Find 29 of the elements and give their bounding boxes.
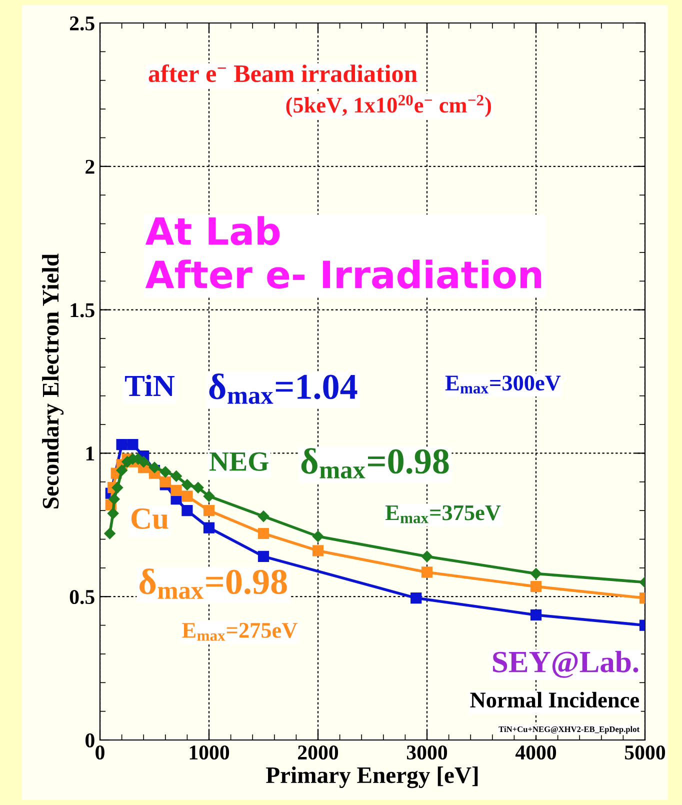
y-tick-label: 0.5 bbox=[70, 590, 94, 604]
annotation: E$_{max}$=275eV bbox=[182, 622, 298, 641]
y-tick-label: 1.5 bbox=[70, 303, 94, 318]
annotation: TiN+Cu+NEG@XHV2-EB_EpDep.plot bbox=[498, 726, 640, 734]
x-tick-label: 3000 bbox=[406, 745, 448, 760]
x-tick-label: 4000 bbox=[515, 745, 556, 760]
annotation: E$_{max}$=375eV bbox=[385, 505, 501, 524]
series-label: NEG bbox=[210, 452, 268, 471]
annotation: δ$_{max}$=1.04 bbox=[209, 374, 358, 404]
annotation: δ$_{max}$=0.98 bbox=[139, 568, 287, 599]
x-axis-title: Primary Energy [eV] bbox=[266, 766, 478, 788]
x-tick-label: 2000 bbox=[298, 745, 338, 760]
annotation: At Lab After e- Irradiation bbox=[145, 216, 542, 289]
x-tick-label: 5000 bbox=[625, 745, 666, 760]
y-tick-label: 1 bbox=[86, 446, 94, 460]
annotation: E$_{max}$=300eV bbox=[445, 376, 561, 394]
series-label: TiN bbox=[125, 374, 175, 396]
annotation: SEY@Lab. bbox=[493, 650, 638, 678]
y-tick-label: 2.5 bbox=[70, 16, 94, 31]
annotation: (5keV, 1x10$^{20}$e$^{−}$ cm$^{−2}$) bbox=[286, 94, 491, 118]
annotation: Normal Incidence bbox=[470, 692, 639, 708]
annotation: after e$^{−}$ Beam irradiation bbox=[148, 64, 418, 82]
x-tick-label: 0 bbox=[96, 745, 104, 760]
series-label: Cu bbox=[131, 508, 168, 530]
y-tick-label: 0 bbox=[86, 733, 94, 748]
x-tick-label: 1000 bbox=[190, 745, 230, 760]
y-tick-label: 2 bbox=[86, 160, 94, 174]
y-axis-title: Secondary Electron Yield bbox=[42, 254, 64, 508]
annotation: δ$_{max}$=0.98 bbox=[301, 448, 449, 479]
